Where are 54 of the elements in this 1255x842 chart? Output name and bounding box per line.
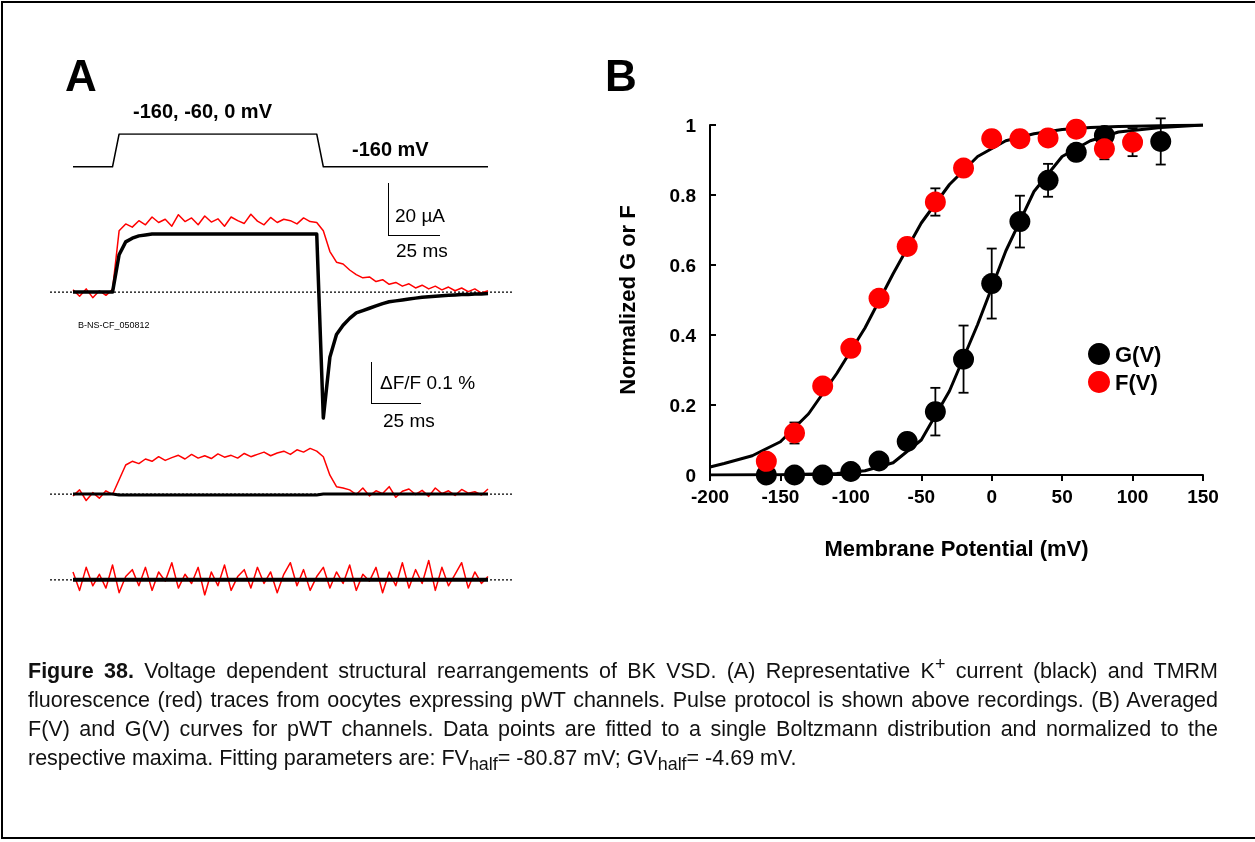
x-tick-label: -150 xyxy=(761,486,800,507)
point xyxy=(812,464,834,486)
point xyxy=(953,348,975,370)
chart-title: A xyxy=(65,50,97,100)
annotation: 25 ms xyxy=(383,410,435,432)
point xyxy=(896,235,918,257)
x-axis-title: Membrane Potential (mV) xyxy=(824,535,1089,561)
point xyxy=(868,287,890,309)
legend-label: F(V) xyxy=(1115,369,1158,395)
annotation: -160 mV xyxy=(352,138,429,161)
y-tick-label: 0.6 xyxy=(669,254,696,276)
point xyxy=(868,450,890,472)
y-axis-title: Normalized G or F xyxy=(614,205,640,395)
y-tick-label: 0.8 xyxy=(669,184,696,206)
point xyxy=(896,430,918,452)
y-tick-label: 0.4 xyxy=(669,324,697,346)
annotation: 25 ms xyxy=(396,240,448,262)
point xyxy=(924,401,946,423)
point xyxy=(1037,127,1059,149)
y-tick-label: 0 xyxy=(685,464,696,486)
point xyxy=(784,464,806,486)
point xyxy=(755,450,777,472)
point xyxy=(1065,118,1087,140)
point xyxy=(812,375,834,397)
point xyxy=(784,422,806,444)
point xyxy=(981,128,1003,150)
point xyxy=(1009,211,1031,233)
point xyxy=(1065,141,1087,163)
x-tick-label: 150 xyxy=(1187,486,1219,507)
y-tick-label: 0.2 xyxy=(669,394,696,416)
x-tick-label: 0 xyxy=(986,486,997,507)
point xyxy=(1037,169,1059,191)
point xyxy=(1009,128,1031,150)
point xyxy=(1093,138,1115,160)
x-tick-label: 50 xyxy=(1051,486,1073,507)
point xyxy=(953,157,975,179)
caption: Figure 38. xyxy=(28,659,134,684)
point xyxy=(840,461,862,482)
x-tick-label: -50 xyxy=(907,486,936,507)
annotation: ΔF/F 0.1 % xyxy=(380,372,476,394)
x-tick-label: -200 xyxy=(690,486,730,507)
annotation: 20 µA xyxy=(395,205,446,227)
point xyxy=(1122,131,1144,153)
annotation: B-NS-CF_050812 xyxy=(78,320,150,330)
x-tick-label: -100 xyxy=(831,486,870,507)
chart-title: B xyxy=(605,50,637,100)
text: -160, -60, 0 mV xyxy=(133,100,272,123)
point xyxy=(840,337,862,359)
point xyxy=(924,191,946,213)
x-tick-label: 100 xyxy=(1116,486,1149,507)
y-tick-label: 1 xyxy=(685,114,697,136)
point xyxy=(1150,130,1172,152)
point xyxy=(981,273,1003,295)
legend-label: G(V) xyxy=(1115,341,1162,367)
